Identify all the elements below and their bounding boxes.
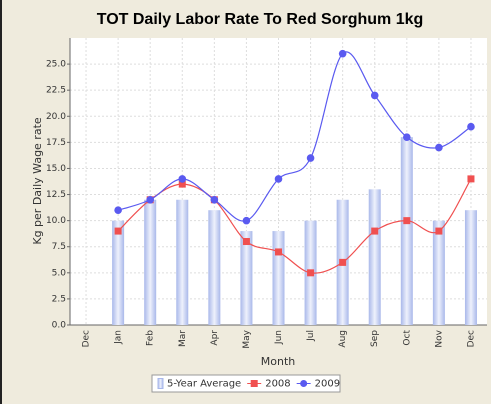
x-tick-label: Sep <box>370 330 380 347</box>
y-tick-label: 22.5 <box>46 86 66 96</box>
legend-label: 2009 <box>315 379 340 390</box>
marker <box>403 217 411 225</box>
y-tick-label: 0.0 <box>52 321 67 331</box>
chart-title: TOT Daily Labor Rate To Red Sorghum 1kg <box>97 11 424 28</box>
x-tick-label: May <box>242 329 252 348</box>
legend <box>151 374 341 393</box>
marker <box>339 258 347 266</box>
x-tick-label: Oct <box>402 330 412 346</box>
marker <box>435 227 443 235</box>
y-axis-label: Kg per Daily Wage rate <box>31 117 44 245</box>
bar <box>144 199 157 325</box>
legend-label: 2008 <box>265 379 290 390</box>
x-tick-label: Jan <box>114 330 124 345</box>
x-tick-label: Jul <box>306 330 316 342</box>
y-tick-label: 15.0 <box>46 164 66 174</box>
legend-swatch <box>250 380 258 387</box>
bar <box>112 220 125 325</box>
marker <box>306 154 315 162</box>
marker <box>146 195 154 204</box>
marker <box>338 49 347 58</box>
y-tick-label: 7.5 <box>52 242 66 252</box>
x-tick-label: Aug <box>338 330 348 348</box>
marker <box>467 122 475 131</box>
marker <box>307 269 315 277</box>
marker <box>210 195 219 204</box>
legend-swatch <box>300 380 308 387</box>
marker <box>242 216 251 225</box>
marker <box>242 238 250 246</box>
marker <box>403 133 411 141</box>
x-tick-label: Nov <box>434 329 444 347</box>
marker <box>178 180 186 188</box>
y-tick-label: 12.5 <box>46 190 66 200</box>
x-tick-label: Mar <box>178 330 188 347</box>
marker <box>114 227 122 235</box>
x-tick-label: Dec <box>82 330 92 347</box>
y-tick-label: 25.0 <box>46 60 66 70</box>
bar <box>240 231 253 325</box>
bar <box>400 137 413 325</box>
marker <box>178 175 187 183</box>
marker <box>370 91 379 100</box>
y-tick-label: 17.5 <box>46 138 66 148</box>
legend-swatch <box>157 378 164 389</box>
marker <box>371 227 379 235</box>
marker <box>114 206 122 214</box>
marker <box>467 175 475 183</box>
y-tick-label: 5.0 <box>52 268 67 278</box>
x-tick-label: Dec <box>466 330 476 347</box>
x-tick-label: Apr <box>210 330 220 346</box>
y-tick-label: 20.0 <box>46 112 66 122</box>
x-axis-label: Month <box>261 355 296 368</box>
bar <box>208 210 221 325</box>
x-tick-label: Feb <box>146 330 156 346</box>
bar <box>272 231 285 325</box>
marker <box>275 248 282 256</box>
legend-label: 5-Year Average <box>167 379 241 390</box>
y-tick-label: 2.5 <box>52 294 66 304</box>
marker <box>274 175 283 183</box>
bar <box>432 220 445 325</box>
y-tick-label: 10.0 <box>46 216 66 226</box>
bar <box>368 189 381 325</box>
marker <box>435 143 443 152</box>
x-tick-label: Jun <box>274 330 284 345</box>
bar <box>464 210 477 325</box>
bar <box>176 199 189 325</box>
